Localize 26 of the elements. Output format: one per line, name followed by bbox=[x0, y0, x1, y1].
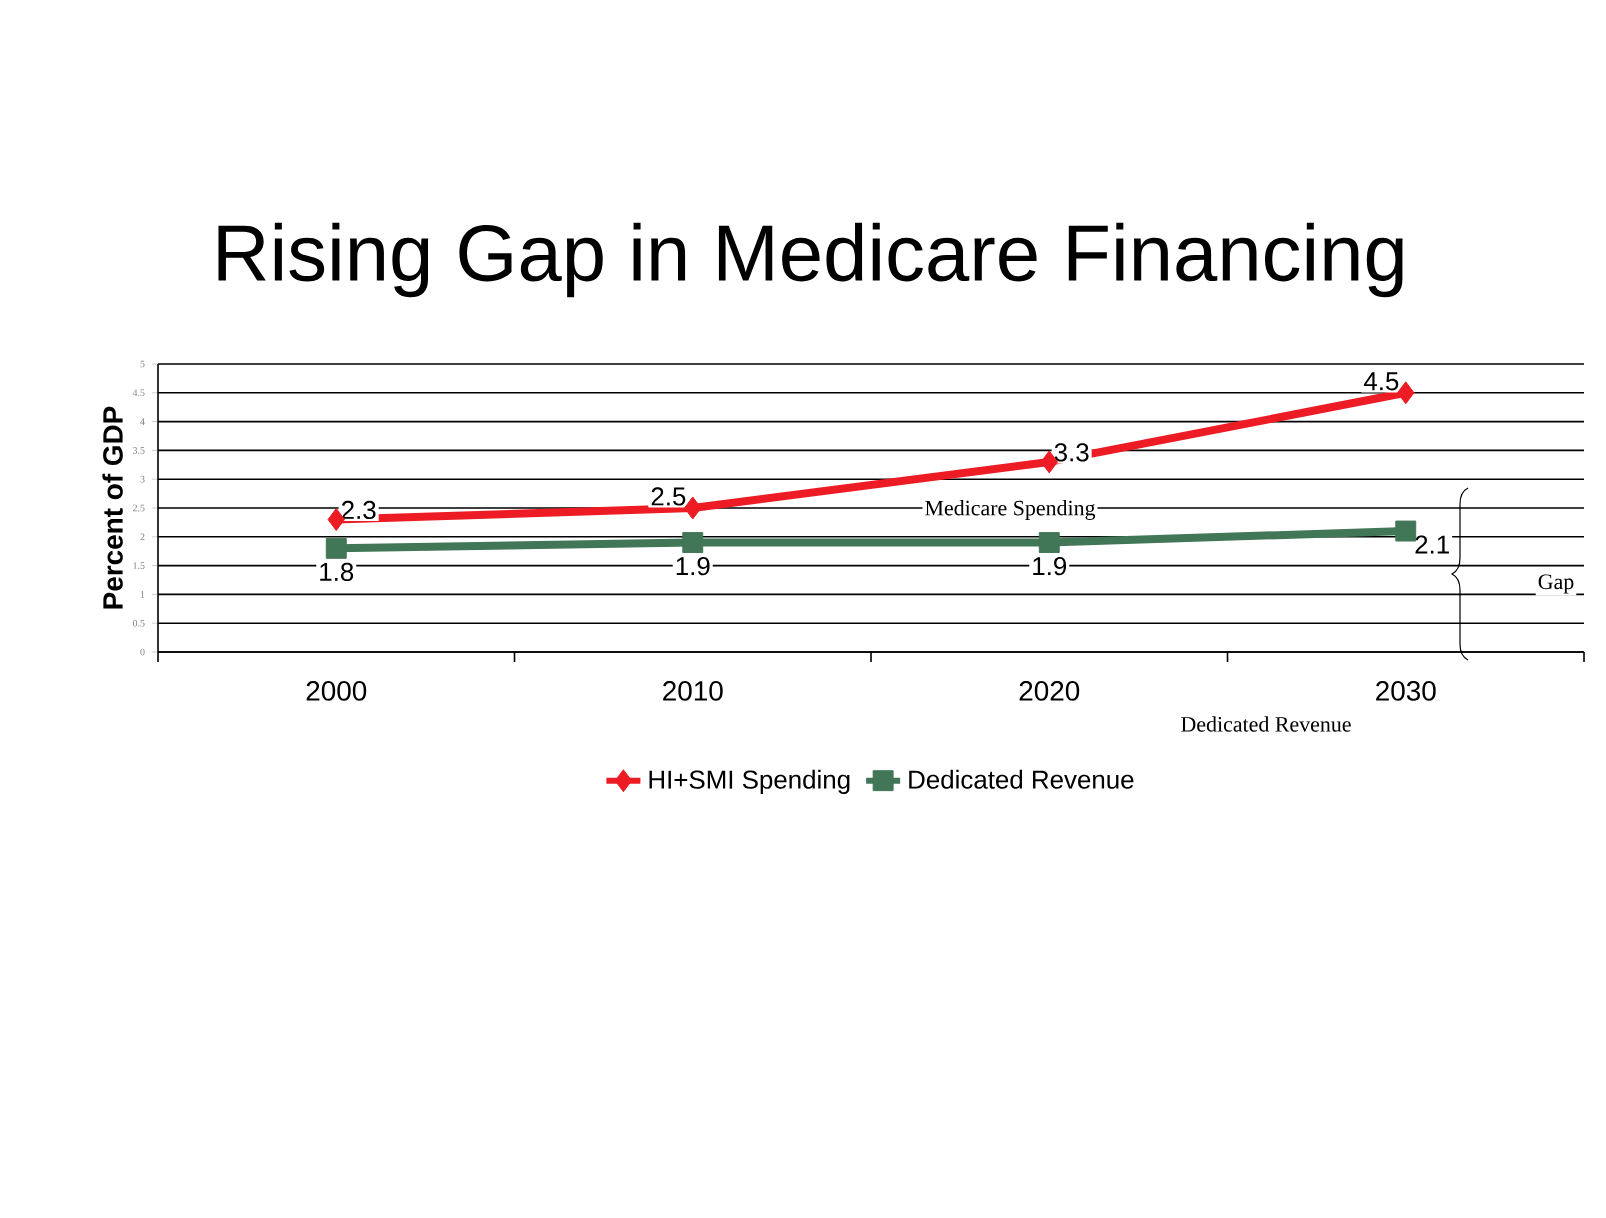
point bbox=[325, 537, 347, 559]
annotation: Gap bbox=[1538, 574, 1574, 594]
x-tick-label: 2030 bbox=[1376, 681, 1436, 701]
y-axis-title: Percent of GDP bbox=[102, 406, 123, 609]
point bbox=[327, 508, 345, 531]
chart-title: Rising Gap in Medicare Financing bbox=[218, 222, 1403, 298]
point bbox=[682, 532, 704, 554]
text: Dedicated Revenue bbox=[1181, 716, 1351, 732]
point bbox=[1395, 520, 1417, 542]
data-label: 4.5 bbox=[1363, 372, 1399, 391]
x-tick-label: 2010 bbox=[663, 681, 723, 701]
point bbox=[1397, 381, 1415, 405]
annotation: Medicare Spending bbox=[925, 500, 1096, 520]
data-label: 2.1 bbox=[1415, 535, 1449, 554]
legend-label: HI+SMI Spending bbox=[649, 769, 850, 794]
data-label: 2.3 bbox=[341, 500, 376, 520]
data-label: 1.9 bbox=[1033, 556, 1067, 576]
data-label: 2.5 bbox=[651, 487, 686, 506]
legend-label: Dedicated Revenue bbox=[909, 769, 1134, 789]
data-label: 3.3 bbox=[1054, 443, 1089, 462]
x-tick-label: 2020 bbox=[1019, 681, 1080, 701]
data-label: 1.8 bbox=[320, 562, 354, 582]
data-label: 1.9 bbox=[676, 556, 710, 576]
x-tick-label: 2000 bbox=[306, 681, 367, 701]
point bbox=[684, 496, 702, 520]
point bbox=[1038, 532, 1060, 554]
